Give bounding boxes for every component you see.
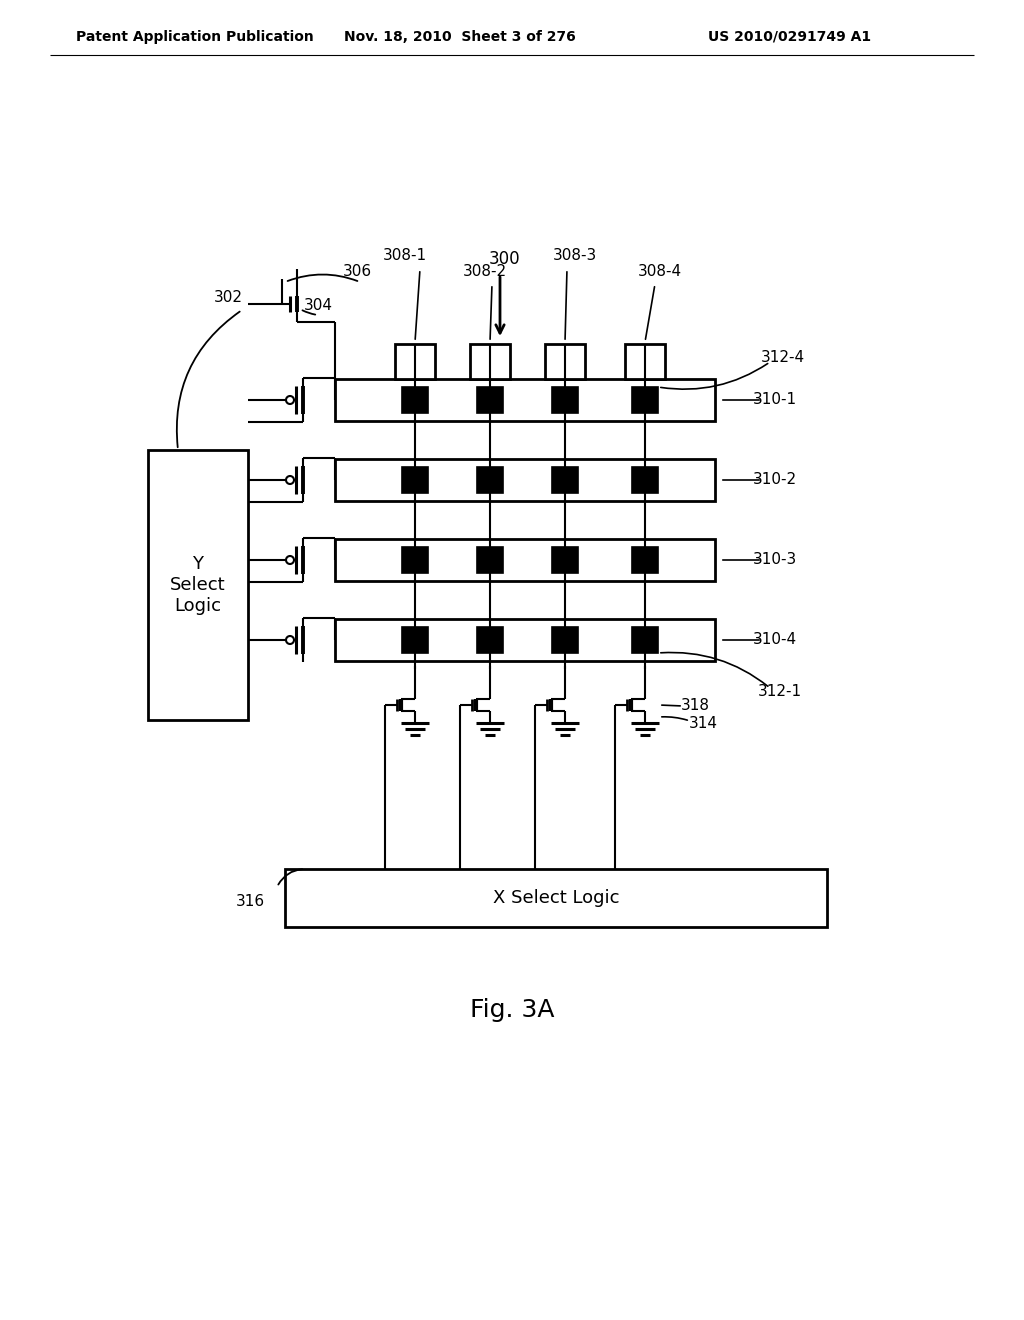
Text: 300: 300	[489, 249, 521, 268]
Bar	[402, 467, 428, 492]
Text: 310-4: 310-4	[753, 632, 797, 648]
Bar	[402, 546, 428, 573]
Text: 306: 306	[342, 264, 372, 280]
Bar	[335, 379, 715, 421]
Bar	[632, 546, 658, 573]
Text: 318: 318	[681, 698, 710, 714]
Text: 304: 304	[303, 297, 333, 313]
Text: 310-1: 310-1	[753, 392, 797, 408]
Text: Y
Select
Logic: Y Select Logic	[170, 556, 226, 615]
Circle shape	[286, 636, 294, 644]
Bar	[552, 467, 578, 492]
Text: 312-1: 312-1	[758, 685, 802, 700]
Text: 316: 316	[236, 895, 265, 909]
Text: Patent Application Publication: Patent Application Publication	[76, 30, 314, 44]
Text: 308-1: 308-1	[383, 248, 427, 264]
Bar	[402, 627, 428, 653]
Text: US 2010/0291749 A1: US 2010/0291749 A1	[709, 30, 871, 44]
Bar	[335, 539, 715, 581]
Bar	[477, 387, 503, 413]
Bar	[477, 467, 503, 492]
Text: 308-3: 308-3	[553, 248, 597, 264]
Bar	[632, 627, 658, 653]
Bar	[335, 459, 715, 502]
Bar	[402, 387, 428, 413]
Circle shape	[286, 556, 294, 564]
Text: 302: 302	[213, 290, 243, 305]
Bar	[285, 869, 827, 927]
Bar	[477, 546, 503, 573]
Text: 310-3: 310-3	[753, 553, 797, 568]
Bar	[148, 450, 248, 719]
Bar	[477, 627, 503, 653]
Text: 308-2: 308-2	[463, 264, 507, 280]
Text: Fig. 3A: Fig. 3A	[470, 998, 554, 1022]
Bar	[632, 387, 658, 413]
Bar	[395, 345, 435, 379]
Bar	[545, 345, 585, 379]
Bar	[552, 546, 578, 573]
Bar	[625, 345, 665, 379]
Bar	[632, 467, 658, 492]
Bar	[552, 627, 578, 653]
Text: 310-2: 310-2	[753, 473, 797, 487]
Text: Nov. 18, 2010  Sheet 3 of 276: Nov. 18, 2010 Sheet 3 of 276	[344, 30, 575, 44]
Circle shape	[286, 396, 294, 404]
Bar	[335, 619, 715, 661]
Text: 314: 314	[688, 715, 718, 730]
Circle shape	[286, 477, 294, 484]
Text: X Select Logic: X Select Logic	[493, 888, 620, 907]
Text: 312-4: 312-4	[761, 351, 805, 366]
Bar	[552, 387, 578, 413]
Text: 308-4: 308-4	[638, 264, 682, 280]
Bar	[470, 345, 510, 379]
